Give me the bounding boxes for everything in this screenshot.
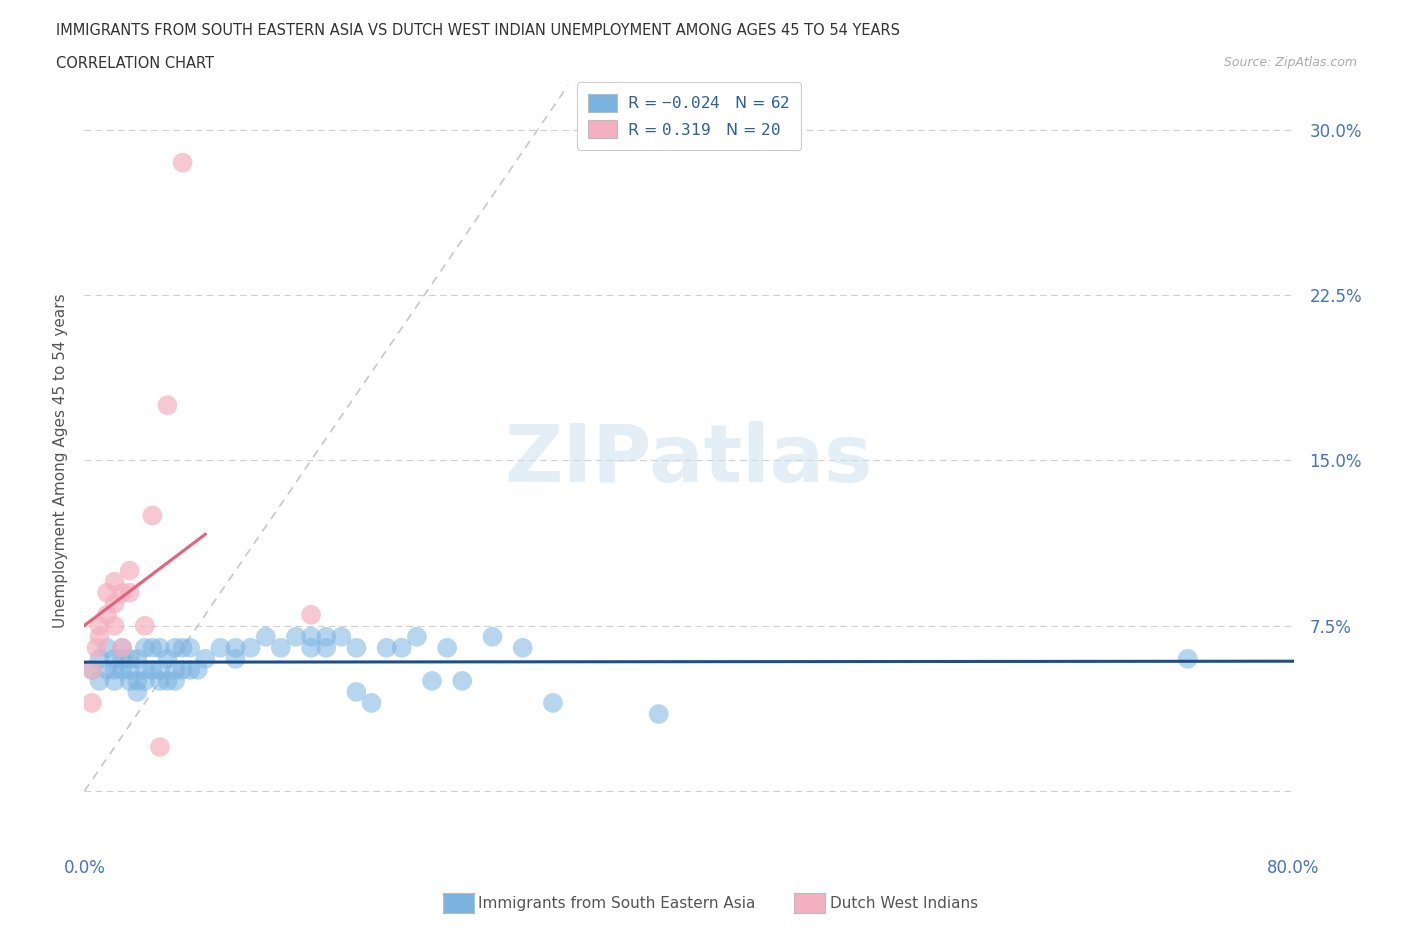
Point: [149, 739, 172, 754]
Point: [80, 696, 103, 711]
Point: [163, 641, 186, 656]
Point: [96, 607, 118, 622]
Point: [163, 673, 186, 688]
Point: [163, 662, 186, 677]
Point: [451, 673, 474, 688]
Point: [406, 630, 429, 644]
Point: [541, 696, 564, 711]
Point: [172, 155, 194, 170]
Point: [225, 641, 247, 656]
Point: [104, 673, 127, 688]
Point: [104, 618, 127, 633]
Point: [436, 641, 458, 656]
Point: [118, 564, 141, 578]
Point: [96, 641, 118, 656]
Point: [134, 641, 156, 656]
Point: [104, 596, 127, 611]
Text: Dutch West Indians: Dutch West Indians: [830, 896, 977, 910]
Legend: R = $\mathtt{-0.024}$   N = $\mathtt{62}$, R = $\mathtt{ 0.319}$   N = $\mathtt{: R = $\mathtt{-0.024}$ N = $\mathtt{62}$,…: [576, 83, 801, 150]
Text: ZIPatlas: ZIPatlas: [505, 421, 873, 499]
Point: [141, 662, 163, 677]
Point: [330, 630, 353, 644]
Point: [127, 651, 149, 666]
Point: [111, 662, 134, 677]
Point: [149, 673, 172, 688]
Point: [127, 673, 149, 688]
Point: [111, 585, 134, 600]
Point: [104, 651, 127, 666]
Point: [80, 662, 103, 677]
Text: CORRELATION CHART: CORRELATION CHART: [56, 56, 214, 71]
Text: IMMIGRANTS FROM SOUTH EASTERN ASIA VS DUTCH WEST INDIAN UNEMPLOYMENT AMONG AGES : IMMIGRANTS FROM SOUTH EASTERN ASIA VS DU…: [56, 23, 900, 38]
Point: [118, 585, 141, 600]
Point: [299, 641, 322, 656]
Point: [391, 641, 413, 656]
Point: [420, 673, 443, 688]
Point: [111, 641, 134, 656]
Y-axis label: Unemployment Among Ages 45 to 54 years: Unemployment Among Ages 45 to 54 years: [52, 293, 67, 628]
Point: [346, 641, 368, 656]
Point: [172, 641, 194, 656]
Point: [647, 707, 671, 722]
Point: [111, 651, 134, 666]
Point: [375, 641, 398, 656]
Point: [80, 662, 103, 677]
Point: [111, 641, 134, 656]
Point: [118, 662, 141, 677]
Point: [89, 630, 111, 644]
Point: [89, 651, 111, 666]
Point: [141, 641, 163, 656]
Point: [225, 651, 247, 666]
Point: [512, 641, 534, 656]
Point: [96, 662, 118, 677]
Point: [481, 630, 503, 644]
Point: [156, 651, 179, 666]
Point: [194, 651, 217, 666]
Point: [118, 651, 141, 666]
Point: [187, 662, 209, 677]
Point: [134, 618, 156, 633]
Point: [172, 662, 194, 677]
Point: [89, 673, 111, 688]
Point: [104, 574, 127, 589]
Point: [299, 630, 322, 644]
Point: [134, 673, 156, 688]
Point: [149, 662, 172, 677]
Point: [315, 630, 337, 644]
Point: [149, 641, 172, 656]
Point: [254, 630, 277, 644]
Point: [127, 684, 149, 699]
Point: [89, 618, 111, 633]
Point: [141, 508, 163, 523]
Point: [209, 641, 232, 656]
Point: [299, 607, 322, 622]
Point: [179, 641, 201, 656]
Point: [118, 673, 141, 688]
Point: [156, 673, 179, 688]
Point: [239, 641, 262, 656]
Text: Source: ZipAtlas.com: Source: ZipAtlas.com: [1223, 56, 1357, 69]
Point: [134, 662, 156, 677]
Text: Immigrants from South Eastern Asia: Immigrants from South Eastern Asia: [478, 896, 755, 910]
Point: [179, 662, 201, 677]
Point: [315, 641, 337, 656]
Point: [270, 641, 292, 656]
Point: [104, 662, 127, 677]
Point: [1177, 651, 1199, 666]
Point: [360, 696, 382, 711]
Point: [156, 398, 179, 413]
Point: [284, 630, 308, 644]
Point: [346, 684, 368, 699]
Point: [86, 641, 108, 656]
Point: [96, 585, 118, 600]
